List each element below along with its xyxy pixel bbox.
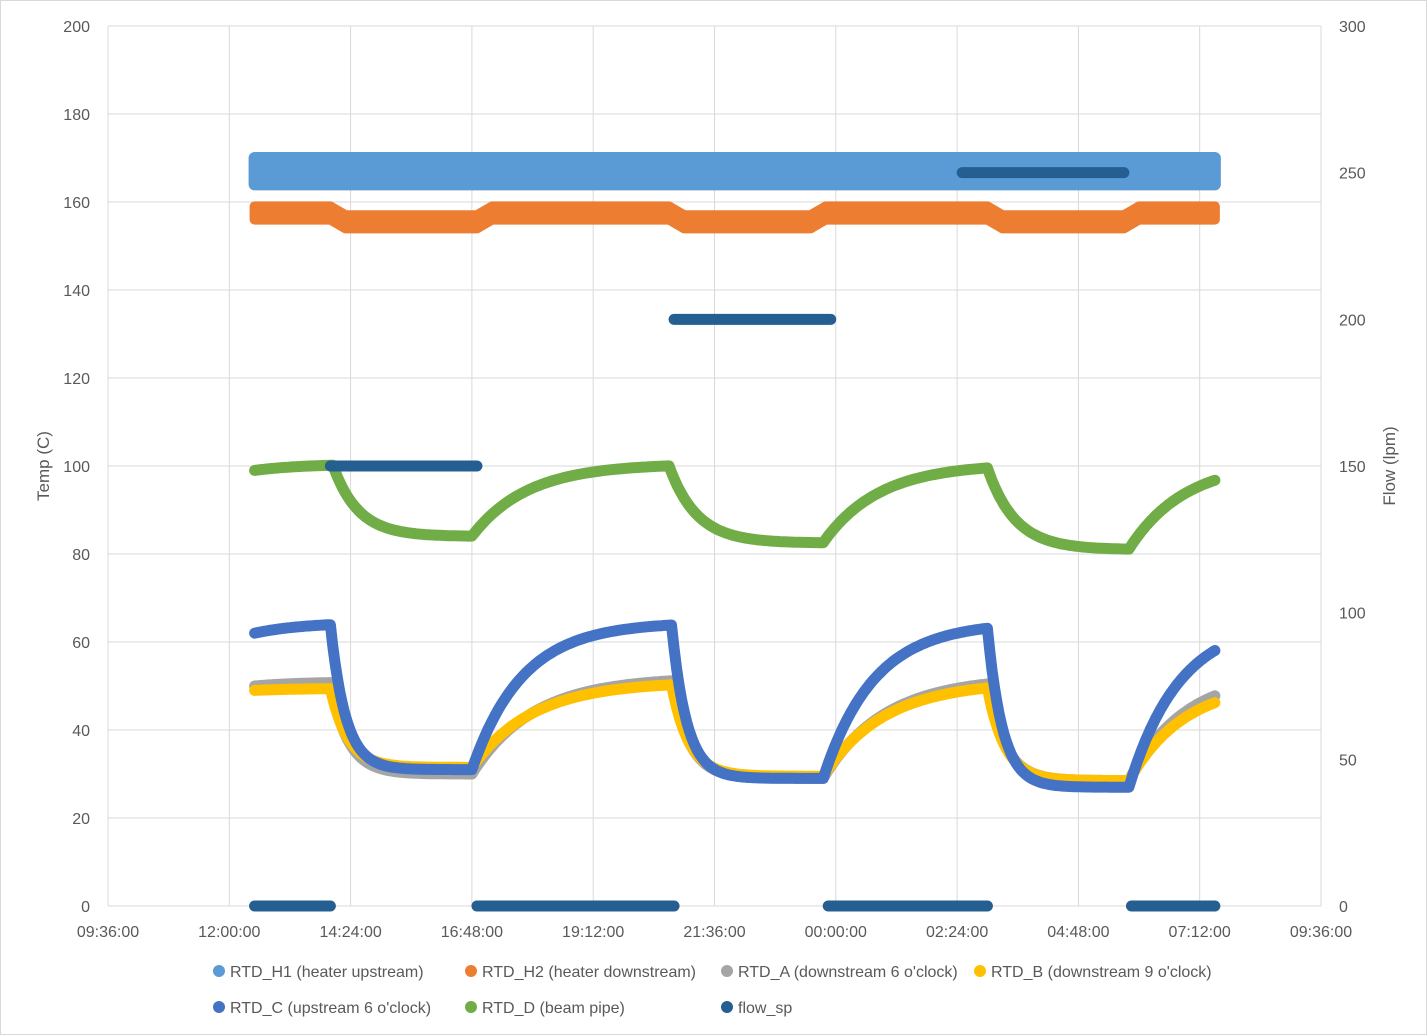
plot-series [248,152,1221,912]
series-band [248,152,1221,191]
series-rtd-c-upstream-6-o-clock [249,619,1221,793]
y-tick-label: 80 [72,547,90,564]
series-line [249,619,1221,793]
legend-label: RTD_A (downstream 6 o'clock) [738,964,958,981]
legend-item-rtd-a-downstream-6-o-clock: RTD_A (downstream 6 o'clock) [721,964,958,981]
y2-tick-label: 50 [1339,752,1357,769]
y-tick-label: 200 [63,19,90,36]
x-tick-label: 09:36:00 [1290,924,1352,941]
y2-tick-label: 200 [1339,312,1366,329]
y-tick-label: 40 [72,723,90,740]
legend-label: RTD_H2 (heater downstream) [482,964,696,981]
series-flow-sp [249,167,1221,912]
legend-marker [721,1001,733,1013]
x-tick-label: 07:12:00 [1169,924,1231,941]
series-rtd-h2-heater-downstream [249,201,1220,234]
x-tick-label: 02:24:00 [926,924,988,941]
y2-tick-label: 0 [1339,899,1348,916]
y-tick-label: 180 [63,107,90,124]
x-tick-label: 21:36:00 [683,924,745,941]
y2-tick-label: 150 [1339,459,1366,476]
legend-label: RTD_B (downstream 9 o'clock) [991,964,1212,981]
y-tick-label: 0 [81,899,90,916]
legend-item-rtd-h2-heater-downstream: RTD_H2 (heater downstream) [465,964,696,981]
y2-tick-label: 250 [1339,166,1366,183]
x-tick-label: 16:48:00 [441,924,503,941]
legend-label: RTD_H1 (heater upstream) [230,964,424,981]
y-tick-label: 160 [63,195,90,212]
y-axis-title: Temp (C) [34,431,53,501]
legend-item-rtd-b-downstream-9-o-clock: RTD_B (downstream 9 o'clock) [974,964,1212,981]
legend-item-rtd-h1-heater-upstream: RTD_H1 (heater upstream) [213,964,424,981]
x-tick-label: 12:00:00 [198,924,260,941]
x-tick-label: 09:36:00 [77,924,139,941]
y-tick-label: 140 [63,283,90,300]
y-tick-label: 60 [72,635,90,652]
y-tick-label: 20 [72,811,90,828]
x-tick-label: 19:12:00 [562,924,624,941]
series-line [249,459,1221,555]
y-tick-label: 120 [63,371,90,388]
legend-marker [974,965,986,977]
y2-tick-label: 100 [1339,606,1366,623]
legend: RTD_H1 (heater upstream) RTD_H2 (heater d… [213,964,1212,1017]
legend-marker [721,965,733,977]
legend-marker [213,1001,225,1013]
legend-marker [213,965,225,977]
y-tick-label: 100 [63,459,90,476]
x-tick-label: 00:00:00 [805,924,867,941]
legend-item-rtd-d-beam-pipe: RTD_D (beam pipe) [465,1000,625,1017]
legend-label: RTD_D (beam pipe) [482,1000,625,1017]
legend-label: RTD_C (upstream 6 o'clock) [230,1000,431,1017]
legend-label: flow_sp [738,1000,792,1017]
x-tick-label: 14:24:00 [319,924,381,941]
y2-axis-title: Flow (lpm) [1380,426,1399,505]
y2-axis-ticks: 0 50 100 150 200 250 300 [1339,19,1366,916]
x-axis-ticks: 09:36:00 12:00:00 14:24:00 16:48:00 19:12:00… [77,924,1352,941]
series-band [249,201,1220,234]
y-axis-ticks: 0 20 40 60 80 100 120 140 160 180 200 [63,19,90,916]
series-rtd-h1-heater-upstream [248,152,1221,191]
y2-tick-label: 300 [1339,19,1366,36]
legend-item-rtd-c-upstream-6-o-clock: RTD_C (upstream 6 o'clock) [213,1000,431,1017]
series-rtd-d-beam-pipe [249,459,1221,555]
legend-marker [465,965,477,977]
x-tick-label: 04:48:00 [1047,924,1109,941]
legend-item-flow-sp: flow_sp [721,1000,792,1017]
legend-marker [465,1001,477,1013]
